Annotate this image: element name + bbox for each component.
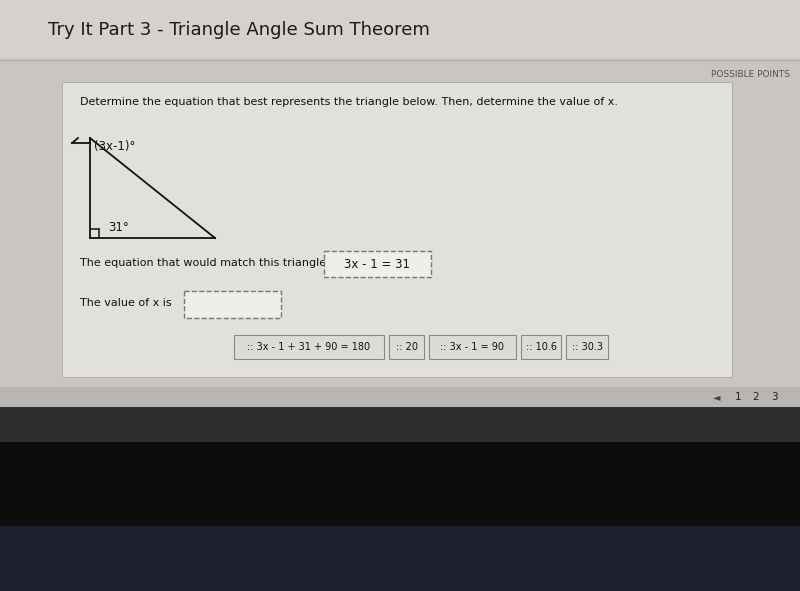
Text: :: 10.6: :: 10.6 [526, 342, 557, 352]
Text: 3: 3 [770, 392, 778, 402]
Text: 1: 1 [734, 392, 742, 402]
Text: (3x-1)°: (3x-1)° [94, 140, 135, 153]
FancyBboxPatch shape [429, 335, 516, 359]
FancyBboxPatch shape [324, 251, 431, 277]
Text: The equation that would match this triangle is:: The equation that would match this trian… [80, 258, 342, 268]
FancyBboxPatch shape [0, 387, 800, 407]
FancyBboxPatch shape [0, 442, 800, 591]
Text: ◄: ◄ [714, 392, 721, 402]
FancyBboxPatch shape [389, 335, 424, 359]
Text: POSSIBLE POINTS: POSSIBLE POINTS [711, 70, 790, 79]
Text: :: 3x - 1 = 90: :: 3x - 1 = 90 [441, 342, 505, 352]
FancyBboxPatch shape [0, 407, 800, 442]
Text: 2: 2 [753, 392, 759, 402]
FancyBboxPatch shape [184, 291, 281, 318]
Text: Determine the equation that best represents the triangle below. Then, determine : Determine the equation that best represe… [80, 97, 618, 107]
FancyBboxPatch shape [521, 335, 561, 359]
Text: The value of x is: The value of x is [80, 298, 172, 308]
Text: Try It Part 3 - Triangle Angle Sum Theorem: Try It Part 3 - Triangle Angle Sum Theor… [48, 21, 430, 39]
FancyBboxPatch shape [234, 335, 384, 359]
FancyBboxPatch shape [62, 82, 732, 377]
FancyBboxPatch shape [0, 526, 800, 591]
FancyBboxPatch shape [566, 335, 608, 359]
Text: :: 30.3: :: 30.3 [571, 342, 602, 352]
FancyBboxPatch shape [0, 0, 800, 58]
Text: 3x - 1 = 31: 3x - 1 = 31 [345, 258, 410, 271]
Text: 31°: 31° [108, 221, 129, 234]
Text: :: 20: :: 20 [395, 342, 418, 352]
Text: :: 3x - 1 + 31 + 90 = 180: :: 3x - 1 + 31 + 90 = 180 [247, 342, 370, 352]
